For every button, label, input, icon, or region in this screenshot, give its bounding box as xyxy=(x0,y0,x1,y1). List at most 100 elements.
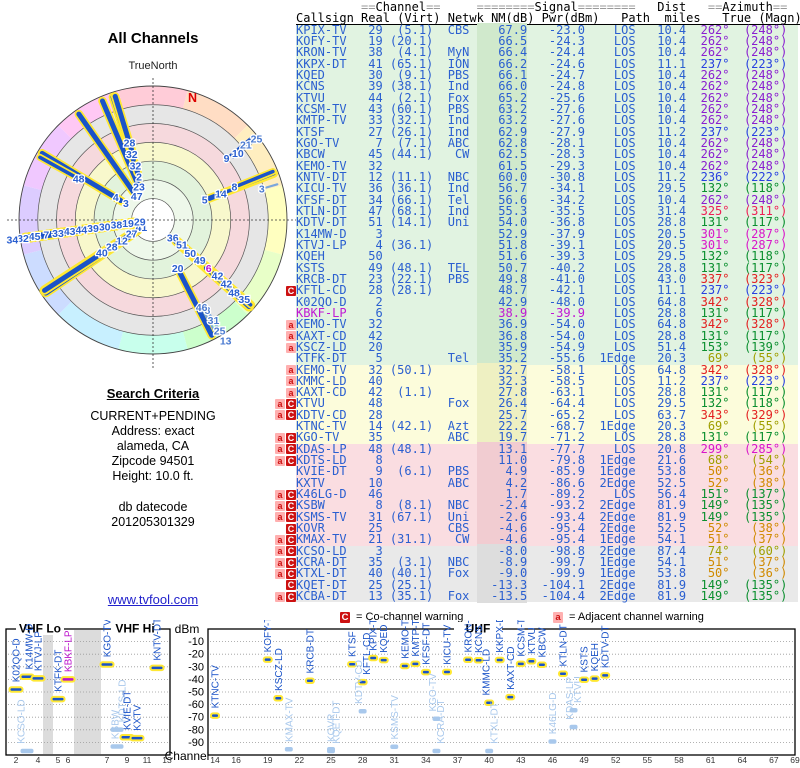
adjacent-channel-warning-icon: a xyxy=(275,501,285,512)
station-label: KSCZ-LD xyxy=(274,648,285,691)
channel-label: 28 xyxy=(106,241,118,253)
nm-db: 56.7 xyxy=(476,181,528,196)
station-signal-bar xyxy=(420,668,431,676)
db-datecode: db datecode 201205301329 xyxy=(0,500,306,530)
callsign: KFTL-CD xyxy=(296,283,362,298)
table-row: KBKF-LP 6 38.9 -39.9 LOS 28.8 131° (117°… xyxy=(274,305,798,320)
table-row: KPIX-TV 29 (5.1) CBS 67.9 -23.0 LOS 10.4… xyxy=(274,22,798,37)
co-channel-warning-icon: C xyxy=(286,569,296,580)
azimuth: 149° (135°) xyxy=(686,589,788,604)
co-channel-warning-icon: C xyxy=(286,489,296,500)
station-label: KCRA-DT xyxy=(436,699,447,743)
table-row: a C KDTV-CD 28 25.7 -65.2 LOS 63.7 343° (3… xyxy=(274,407,798,422)
channel-tick-label: 69 xyxy=(790,755,800,765)
channel-label: 3 xyxy=(259,183,265,195)
station-label: KICU-TV xyxy=(442,624,453,664)
co-channel-warning-icon: C xyxy=(286,580,296,591)
station-signal-bar xyxy=(548,739,557,744)
channel-label: 47 xyxy=(131,191,143,203)
adjacent-channel-warning-icon: a xyxy=(275,444,285,455)
station-signal-bar xyxy=(432,716,441,722)
co-channel-warning-icon: C xyxy=(286,557,296,568)
adjacent-channel-warning-icon: a xyxy=(275,591,285,602)
channel-tick-label: 2 xyxy=(14,755,19,765)
station-label: KVIE-DT xyxy=(123,691,134,730)
station-label: KCSM-TV xyxy=(516,620,527,657)
nm-db: -13.3 xyxy=(476,577,528,592)
channel-label: 23 xyxy=(133,182,145,194)
polar-spoke xyxy=(236,169,275,188)
azimuth: 50° (36°) xyxy=(686,464,788,479)
adjacent-channel-warning-icon: a xyxy=(275,546,285,557)
callsign: KTLN-DT xyxy=(296,203,362,218)
azimuth: 325° (311°) xyxy=(686,203,788,218)
station-label: KCSO-LD xyxy=(17,699,28,743)
table-row: KCSM-TV 43 (60.1) PBS 63.2 -27.6 LOS 10.… xyxy=(274,101,798,116)
nm-db: 50.7 xyxy=(476,260,528,275)
azimuth: 149° (135°) xyxy=(686,509,788,524)
station-signal-bar xyxy=(99,661,115,668)
channel-tick-label: 37 xyxy=(453,755,463,765)
station-signal-bar xyxy=(569,707,578,713)
azimuth: 131° (117°) xyxy=(686,305,788,320)
station-label: KMTP-TV xyxy=(411,620,422,657)
azimuth: 131° (117°) xyxy=(686,385,788,400)
band-section-label: VHF Hi xyxy=(115,622,154,636)
nm-db: 60.0 xyxy=(476,169,528,184)
station-label: KRON-TV xyxy=(464,620,475,653)
tvfool-link[interactable]: www.tvfool.com xyxy=(107,592,199,607)
station-signal-bar xyxy=(589,675,600,682)
station-signal-bar xyxy=(473,657,484,664)
azimuth: 237° (223°) xyxy=(686,124,788,139)
polar-spoke xyxy=(240,137,255,150)
callsign: KVIE-DT xyxy=(296,464,362,479)
table-row: a C KDTS-LD 8 11.0 -79.8 1Edge 21.6 68° (5… xyxy=(274,453,798,468)
azimuth: 262° (248°) xyxy=(686,147,788,162)
station-signal-bar xyxy=(110,727,124,732)
callsign: KQED xyxy=(296,67,362,82)
channel-label: 45 xyxy=(29,231,41,243)
channel-axis-label: Channel xyxy=(165,749,210,763)
channel-label: 30 xyxy=(99,221,111,233)
station-label: KDAS-LP xyxy=(565,677,576,720)
station-label: KTVJ-LP xyxy=(34,631,45,671)
nm-db: -8.0 xyxy=(476,543,528,558)
table-row: KRON-TV 38 (4.1) MyN 66.4 -24.4 LOS 10.4… xyxy=(274,45,798,60)
channel-label: 21 xyxy=(240,139,252,151)
station-label: KTVU xyxy=(573,676,584,703)
nm-db: 26.4 xyxy=(476,396,528,411)
callsign: KFSF-DT xyxy=(296,192,362,207)
table-row: KTFK-DT 5 Tel 35.2 -55.6 1Edge 20.3 69° … xyxy=(274,351,798,366)
azimuth: 132° (118°) xyxy=(686,249,788,264)
adjacent-channel-warning-icon: a xyxy=(275,455,285,466)
station-label: KTXL-DT xyxy=(490,702,501,744)
channel-tick-label: 64 xyxy=(738,755,748,765)
co-channel-legend: C = Co-channel warning xyxy=(340,611,464,623)
callsign: KDTV-DT xyxy=(296,215,362,230)
nm-db: 36.8 xyxy=(476,328,528,343)
nm-db: 51.6 xyxy=(476,249,528,264)
station-signal-bar xyxy=(30,675,46,682)
callsign: KPIX-TV xyxy=(296,22,362,37)
station-label: KBKF-LP xyxy=(64,630,75,672)
callsign: KMAX-TV xyxy=(296,532,362,547)
callsign: KTNC-TV xyxy=(296,419,362,434)
table-header-group: ==Channel== ========Signal======== Dist … xyxy=(361,0,788,14)
station-label: KFTL-CD xyxy=(362,633,373,675)
azimuth: 237° (223°) xyxy=(686,373,788,388)
channel-label: 34 xyxy=(6,234,18,246)
nm-db: -8.9 xyxy=(476,555,528,570)
callsign: KGO-TV xyxy=(296,135,362,150)
station-label: KSTS xyxy=(580,646,591,672)
north-indicator: N xyxy=(188,91,197,105)
station-label: KQEH xyxy=(590,643,601,671)
azimuth: 342° (328°) xyxy=(686,362,788,377)
station-signal-bar xyxy=(526,658,537,665)
station-label: KDTV-DT xyxy=(601,625,612,668)
co-channel-warning-icon: C xyxy=(286,591,296,602)
azimuth: 132° (118°) xyxy=(686,181,788,196)
callsign: KCBA-DT xyxy=(296,589,362,604)
station-signal-bar xyxy=(390,744,399,749)
callsign: KBCW xyxy=(296,147,362,162)
channel-label: 43 xyxy=(64,226,76,238)
